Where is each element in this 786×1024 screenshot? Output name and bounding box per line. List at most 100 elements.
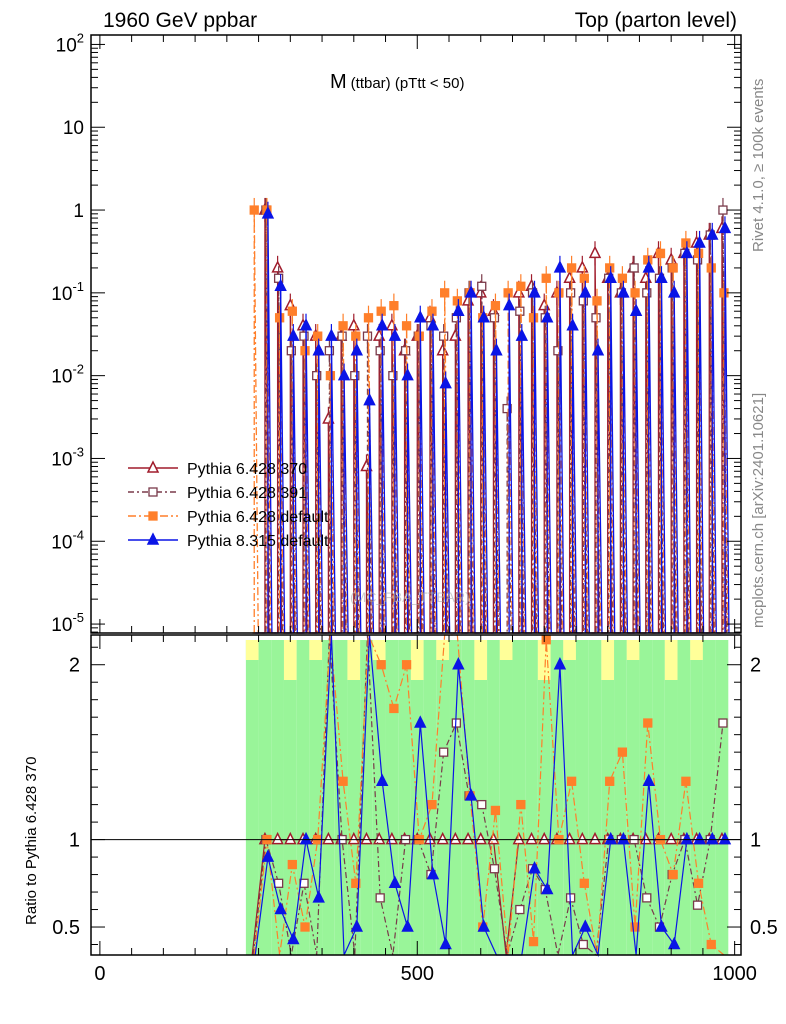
marker-triangle xyxy=(706,831,719,845)
marker-square xyxy=(489,864,500,874)
y-tick-label: 10-1 xyxy=(51,279,84,305)
marker-square xyxy=(643,718,653,728)
marker-triangle xyxy=(579,919,592,932)
marker-square xyxy=(452,296,463,306)
marker-square xyxy=(630,288,640,298)
marker-square xyxy=(376,306,386,316)
syst-band xyxy=(601,640,615,680)
marker-triangle xyxy=(360,831,373,845)
marker-square xyxy=(541,273,551,283)
side-label-top: Rivet 4.1.0, ≥ 100k events xyxy=(750,79,767,252)
syst-band xyxy=(283,640,297,680)
marker-triangle xyxy=(604,270,617,284)
marker-square xyxy=(515,904,525,915)
marker-triangle xyxy=(414,310,427,323)
marker-square xyxy=(401,660,412,670)
marker-triangle xyxy=(490,343,503,356)
syst-band xyxy=(499,640,513,660)
syst-band xyxy=(664,640,678,680)
marker-square xyxy=(427,799,437,810)
marker-triangle xyxy=(718,220,732,234)
marker-square xyxy=(274,313,285,323)
stat-band xyxy=(487,640,500,955)
marker-triangle xyxy=(271,260,284,273)
marker-triangle xyxy=(629,303,643,316)
marker-triangle xyxy=(588,245,602,259)
marker-square xyxy=(388,371,398,381)
y-tick-label: 1 xyxy=(73,201,84,222)
stat-band xyxy=(360,640,373,955)
syst-band xyxy=(563,640,576,660)
marker-triangle xyxy=(388,875,402,889)
marker-triangle xyxy=(680,831,694,845)
marker-triangle xyxy=(274,901,287,915)
marker-square xyxy=(566,263,577,273)
marker-square xyxy=(718,205,728,215)
plot-title: M (ttbar) (pTtt < 50) xyxy=(330,71,464,93)
stat-band xyxy=(664,640,678,955)
marker-square xyxy=(490,805,501,816)
y-tick-label: 10-3 xyxy=(51,444,84,470)
marker-triangle xyxy=(312,890,325,903)
marker-triangle xyxy=(566,318,579,331)
ratio-tick-label: 2 xyxy=(69,655,80,677)
marker-triangle xyxy=(287,931,300,945)
marker-triangle xyxy=(617,831,630,845)
marker-triangle xyxy=(426,866,440,880)
marker-square xyxy=(313,331,323,341)
marker-square xyxy=(578,939,588,950)
marker-square xyxy=(148,487,158,497)
marker-triangle xyxy=(579,285,592,298)
marker-square xyxy=(440,288,450,298)
marker-triangle xyxy=(563,270,576,284)
marker-triangle xyxy=(436,831,449,845)
y-tick-label: 10 xyxy=(63,118,84,139)
marker-triangle xyxy=(375,773,389,787)
stat-band xyxy=(563,640,576,955)
marker-square xyxy=(286,346,296,356)
stat-band xyxy=(588,640,602,955)
marker-square xyxy=(516,799,526,810)
y-tick-label: 10-4 xyxy=(51,527,84,553)
marker-square xyxy=(528,936,539,947)
stat-band xyxy=(626,640,640,955)
marker-triangle xyxy=(576,260,589,273)
marker-triangle xyxy=(525,831,538,845)
syst-band xyxy=(436,640,450,660)
side-label-bottom: mcplots.cern.ch [arXiv:2401.10621] xyxy=(750,393,767,628)
marker-square xyxy=(300,346,310,356)
marker-square xyxy=(324,346,335,356)
marker-triangle xyxy=(667,936,681,950)
syst-band xyxy=(690,640,703,660)
marker-square xyxy=(287,859,297,870)
marker-square xyxy=(489,313,500,323)
marker-triangle xyxy=(604,831,617,845)
marker-triangle xyxy=(439,936,452,950)
marker-square xyxy=(566,776,577,786)
marker-square xyxy=(362,331,373,341)
marker-triangle xyxy=(541,881,554,895)
marker-triangle xyxy=(325,328,338,341)
marker-triangle xyxy=(436,343,449,356)
marker-triangle xyxy=(655,270,668,284)
stat-band xyxy=(652,640,665,955)
marker-square xyxy=(375,893,385,903)
marker-triangle xyxy=(426,318,440,331)
marker-square xyxy=(338,321,348,331)
marker-triangle xyxy=(477,919,490,932)
marker-square xyxy=(630,922,640,932)
series-0 xyxy=(252,197,729,634)
ratio-tick-label: 1 xyxy=(750,830,761,852)
marker-triangle xyxy=(515,328,529,341)
marker-square xyxy=(706,939,716,950)
marker-square xyxy=(287,306,297,316)
marker-square xyxy=(617,747,628,757)
marker-triangle xyxy=(464,285,478,298)
marker-square xyxy=(629,263,639,273)
marker-square xyxy=(592,296,602,306)
marker-square xyxy=(642,893,652,903)
marker-triangle xyxy=(693,235,706,248)
marker-triangle xyxy=(464,788,478,801)
marker-triangle xyxy=(375,318,389,331)
marker-triangle xyxy=(449,831,462,845)
